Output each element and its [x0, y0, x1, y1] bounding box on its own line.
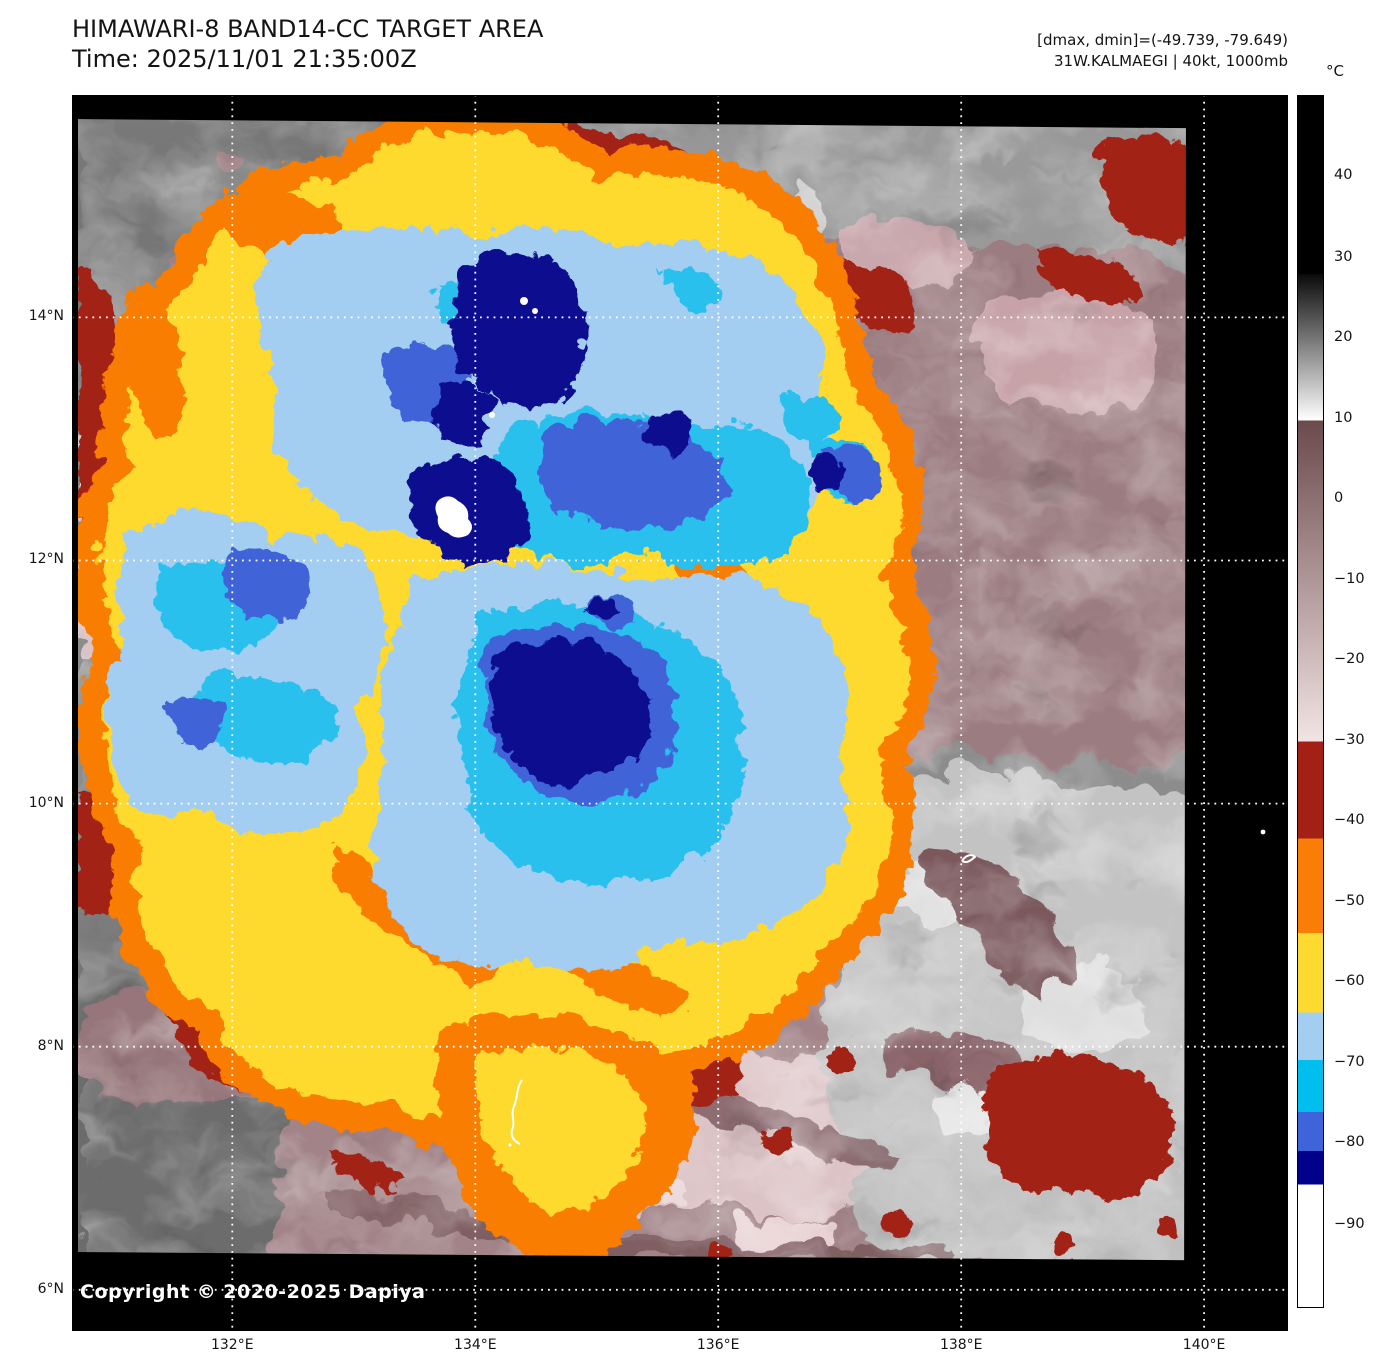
lat-tick-label: 14°N	[28, 308, 64, 325]
colorbar-tick-label: 0	[1334, 490, 1344, 507]
lon-tick-label: 140°E	[1182, 1337, 1226, 1353]
colorbar-tick-label: 30	[1334, 248, 1353, 265]
graticule	[72, 95, 1288, 1331]
lat-tick-label: 12°N	[28, 551, 64, 568]
colorbar-tick-label: −60	[1334, 972, 1365, 989]
colorbar-tick-label: −70	[1334, 1054, 1365, 1071]
title-line: HIMAWARI-8 BAND14-CC TARGET AREA	[72, 15, 544, 43]
islet-dot	[508, 1143, 512, 1147]
white-overshoot-spots	[435, 297, 538, 538]
map-panel	[72, 95, 1288, 1331]
lat-tick-label: 6°N	[37, 1280, 64, 1297]
colorbar	[1297, 95, 1324, 1308]
lon-tick-label: 134°E	[454, 1337, 497, 1353]
no-data-margin	[72, 95, 1288, 1331]
map-frame	[72, 95, 1288, 1331]
colorbar-tick-label: −20	[1334, 651, 1365, 668]
lat-tick-label: 10°N	[28, 794, 64, 811]
navy-cold-core	[403, 246, 837, 781]
page-title: HIMAWARI-8 BAND14-CC TARGET AREA Time: 20…	[72, 14, 543, 74]
colorbar-tick-label: 20	[1334, 328, 1353, 345]
storm-cloud-layer	[72, 99, 1222, 1257]
colorbar-tick-label: −80	[1334, 1134, 1365, 1151]
lon-tick-label: 132°E	[210, 1337, 254, 1353]
time-line: Time: 2025/11/01 21:35:00Z	[72, 45, 417, 73]
colorbar-tick-label: −90	[1334, 1215, 1365, 1232]
colorbar-unit-label: °C	[1326, 62, 1344, 80]
lon-tick-label: 138°E	[939, 1337, 983, 1353]
colorbar-tick-label: −10	[1334, 571, 1365, 588]
satellite-image	[72, 95, 1288, 1331]
islet-dot	[1260, 829, 1266, 835]
colorbar-tick-label: 40	[1334, 167, 1353, 184]
lat-tick-label: 8°N	[37, 1037, 64, 1054]
colorbar-tick-label: 10	[1334, 410, 1353, 427]
colorbar-tick-label: −30	[1334, 731, 1365, 748]
annotation-block: [dmax, dmin]=(-49.739, -79.649) 31W.KALM…	[1037, 30, 1288, 72]
colorbar-tick-label: −50	[1334, 892, 1365, 909]
lon-tick-label: 136°E	[696, 1337, 740, 1353]
colorbar-tick-label: −40	[1334, 811, 1365, 828]
coastline-overlay	[510, 854, 977, 1145]
storm-info-annotation: 31W.KALMAEGI | 40kt, 1000mb	[1054, 52, 1288, 70]
copyright-watermark: Copyright © 2020-2025 Dapiya	[80, 1281, 426, 1303]
dmax-dmin-annotation: [dmax, dmin]=(-49.739, -79.649)	[1037, 31, 1288, 49]
